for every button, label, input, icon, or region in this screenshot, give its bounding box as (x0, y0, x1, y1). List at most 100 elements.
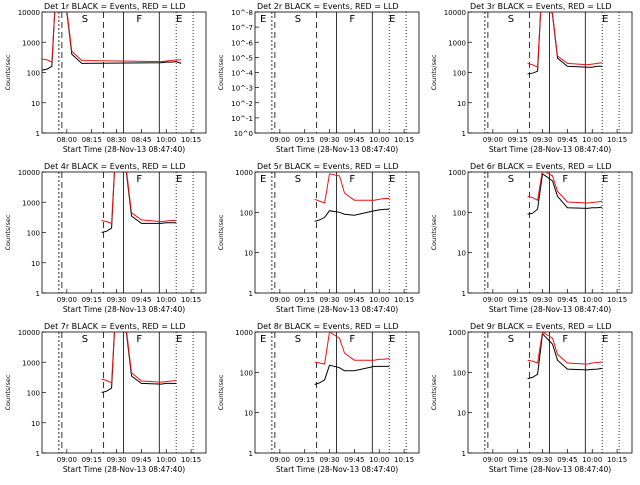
chart-title: Det 7r BLACK = Events, RED = LLD (44, 322, 186, 331)
plot-frame (467, 11, 633, 134)
x-tick-label: 09:15 (82, 456, 102, 464)
x-tick-label: 10:00 (369, 456, 389, 464)
event-letter: E (176, 14, 182, 25)
x-axis-label: Start Time (28-Nov-13 08:47:40) (489, 145, 611, 154)
x-tick-label: 10:15 (181, 456, 201, 464)
y-tick-label: 1000 (22, 359, 40, 367)
x-tick-label: 09:30 (106, 296, 126, 304)
y-tick-label: 10 (457, 100, 466, 108)
x-tick-label: 08:45 (131, 136, 151, 144)
y-tick-label: 10000 (18, 169, 40, 177)
x-tick-label: 10:00 (156, 296, 176, 304)
y-tick-label: 1 (36, 130, 40, 138)
series-line-lld (314, 173, 390, 204)
chart-title: Det 5r BLACK = Events, RED = LLD (257, 162, 399, 171)
chart-title: Det 9r BLACK = Events, RED = LLD (470, 322, 612, 331)
event-letter: S (82, 334, 88, 345)
y-tick-label: 1000 (235, 169, 253, 177)
plot-frame (467, 331, 633, 454)
x-tick-label: 09:00 (270, 296, 290, 304)
y-tick-label: 10 (244, 250, 253, 258)
plot-frame (254, 331, 420, 454)
y-tick-label: 10000 (18, 329, 40, 337)
series-line-lld (527, 332, 603, 365)
x-tick-label: 09:30 (106, 456, 126, 464)
y-tick-label: 10^0 (234, 130, 253, 138)
chart-svg-det7r: Det 7r BLACK = Events, RED = LLD 1 10 100 10… (4, 322, 207, 474)
y-tick-label: 100 (27, 70, 40, 78)
chart-svg-det5r: Det 5r BLACK = Events, RED = LLD 1 10 100 10… (217, 162, 420, 314)
x-axis-label: Start Time (28-Nov-13 08:47:40) (63, 145, 185, 154)
plot-frame (41, 331, 207, 454)
x-tick-label: 09:15 (295, 136, 315, 144)
x-axis-label: Start Time (28-Nov-13 08:47:40) (63, 465, 185, 474)
x-tick-label: 10:00 (156, 456, 176, 464)
x-tick-label: 09:15 (508, 136, 528, 144)
x-tick-label: 09:00 (270, 136, 290, 144)
y-tick-label: 100 (27, 230, 40, 238)
y-tick-label: 100 (453, 369, 466, 377)
y-axis-label: Counts/sec (4, 214, 12, 250)
x-tick-label: 09:45 (557, 296, 577, 304)
x-tick-label: 09:45 (557, 456, 577, 464)
y-tick-label: 1 (249, 450, 253, 458)
y-tick-label: 100 (453, 70, 466, 78)
event-letter: F (136, 334, 142, 345)
x-tick-label: 09:15 (295, 456, 315, 464)
x-tick-label: 09:45 (344, 136, 364, 144)
x-axis-label: Start Time (28-Nov-13 08:47:40) (276, 305, 398, 314)
x-tick-label: 09:30 (532, 456, 552, 464)
event-letter: S (508, 14, 514, 25)
y-tick-label: 100 (27, 390, 40, 398)
chart-panel-det7r: Det 7r BLACK = Events, RED = LLD 1 10 100 10… (0, 320, 213, 480)
chart-svg-det9r: Det 9r BLACK = Events, RED = LLD 1 10 100 10… (430, 322, 633, 474)
x-tick-label: 09:15 (508, 296, 528, 304)
event-letter: E (389, 334, 395, 345)
y-tick-label: 1000 (22, 39, 40, 47)
x-tick-label: 10:00 (369, 136, 389, 144)
event-letter: E (602, 334, 608, 345)
y-tick-label: 10 (244, 410, 253, 418)
x-tick-label: 09:30 (532, 296, 552, 304)
chart-title: Det 2r BLACK = Events, RED = LLD (257, 2, 399, 11)
chart-title: Det 6r BLACK = Events, RED = LLD (470, 162, 612, 171)
chart-svg-det1r: Det 1r BLACK = Events, RED = LLD 1 10 100 10… (4, 2, 207, 154)
x-tick-label: 10:00 (369, 296, 389, 304)
series-line-events (101, 332, 177, 393)
chart-title: Det 1r BLACK = Events, RED = LLD (44, 2, 186, 11)
x-tick-label: 09:45 (131, 296, 151, 304)
x-tick-label: 10:15 (394, 456, 414, 464)
chart-panel-det2r: Det 2r BLACK = Events, RED = LLD 10^0 10^-… (213, 0, 426, 160)
event-letter: S (508, 174, 514, 185)
x-tick-label: 09:30 (532, 136, 552, 144)
x-tick-label: 09:00 (483, 136, 503, 144)
y-axis-label: Counts/sec (217, 214, 225, 250)
series-line-lld (314, 332, 390, 365)
event-letter: E (176, 174, 182, 185)
y-axis-label: Counts/sec (430, 214, 438, 250)
y-tick-label: 1000 (235, 329, 253, 337)
event-letter: S (295, 174, 301, 185)
event-letter: E (260, 174, 266, 185)
x-tick-label: 10:00 (582, 136, 602, 144)
y-tick-label: 10^-3 (231, 85, 253, 93)
y-tick-label: 10^-2 (231, 100, 253, 108)
x-tick-label: 10:00 (582, 456, 602, 464)
series-line-lld (527, 12, 603, 68)
chart-svg-det2r: Det 2r BLACK = Events, RED = LLD 10^0 10^-… (217, 2, 420, 154)
event-letter: F (562, 174, 568, 185)
x-tick-label: 09:00 (483, 456, 503, 464)
event-letter: E (260, 334, 266, 345)
x-tick-label: 09:30 (319, 296, 339, 304)
x-axis-label: Start Time (28-Nov-13 08:47:40) (276, 465, 398, 474)
series-line-lld (527, 172, 603, 204)
event-letter: F (136, 14, 142, 25)
chart-panel-det3r: Det 3r BLACK = Events, RED = LLD 1 10 100 10… (426, 0, 639, 160)
event-letter: E (389, 14, 395, 25)
chart-panel-det8r: Det 8r BLACK = Events, RED = LLD 1 10 100 10… (213, 320, 426, 480)
y-tick-label: 10^-4 (231, 70, 253, 78)
x-tick-label: 10:15 (607, 136, 627, 144)
event-letter: F (349, 14, 355, 25)
y-tick-label: 10000 (444, 9, 466, 17)
